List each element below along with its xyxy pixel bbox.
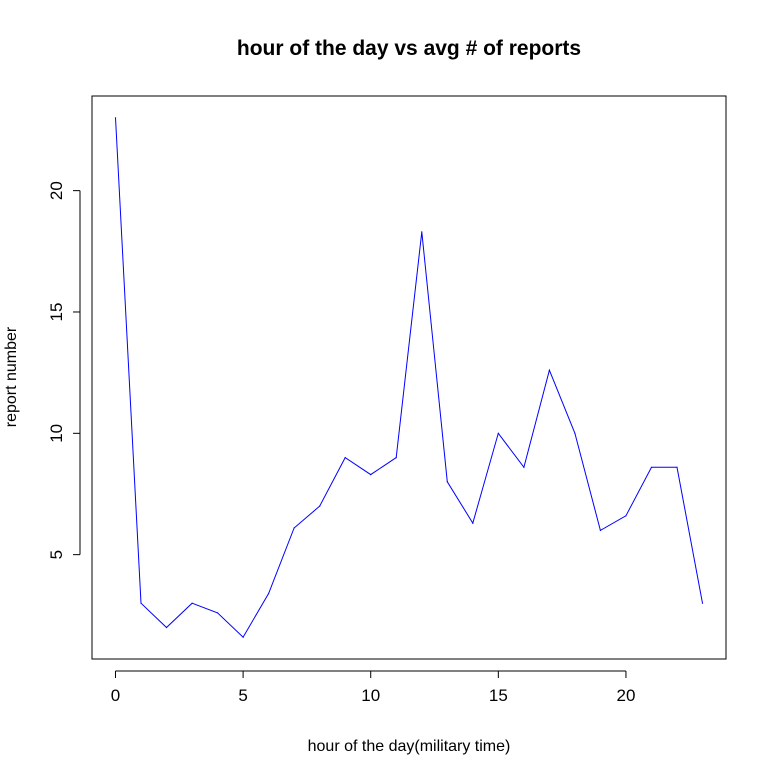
chart-title: hour of the day vs avg # of reports (237, 37, 581, 60)
x-tick-label: 10 (361, 686, 380, 705)
x-tick-label: 20 (616, 686, 635, 705)
series-group (114, 117, 704, 638)
data-point (472, 522, 474, 524)
y-tick-label: 10 (47, 424, 66, 443)
data-point (191, 602, 193, 604)
data-point (319, 505, 321, 507)
data-point (548, 369, 551, 371)
data-point (497, 432, 499, 434)
data-point (395, 457, 397, 459)
data-point (676, 466, 678, 468)
data-point (701, 602, 704, 604)
data-point (242, 636, 244, 638)
data-point (650, 466, 653, 468)
data-point (114, 117, 117, 119)
data-point (370, 474, 372, 476)
x-tick-label: 15 (489, 686, 508, 705)
data-point (523, 466, 525, 468)
data-point (140, 602, 142, 604)
data-point (344, 457, 346, 459)
y-tick-label: 15 (47, 303, 66, 322)
data-point (625, 515, 627, 517)
data-point (599, 529, 602, 532)
data-point (217, 612, 219, 614)
y-axis-label: report number (3, 326, 20, 427)
data-point (293, 527, 295, 529)
data-point (268, 592, 270, 595)
x-tick-label: 5 (238, 686, 247, 705)
x-tick-label: 0 (111, 686, 120, 705)
series-line (115, 117, 703, 638)
data-point (446, 481, 448, 483)
data-point (165, 626, 168, 629)
y-axis: 5 10 15 20 (47, 181, 81, 559)
data-point (421, 231, 423, 233)
x-axis-label: hour of the day(military time) (308, 738, 511, 755)
y-tick-label: 5 (47, 550, 66, 559)
y-tick-label: 20 (47, 181, 66, 200)
plot-frame (91, 95, 727, 660)
x-axis: 0 5 10 15 20 (111, 670, 635, 705)
data-point (574, 432, 576, 434)
